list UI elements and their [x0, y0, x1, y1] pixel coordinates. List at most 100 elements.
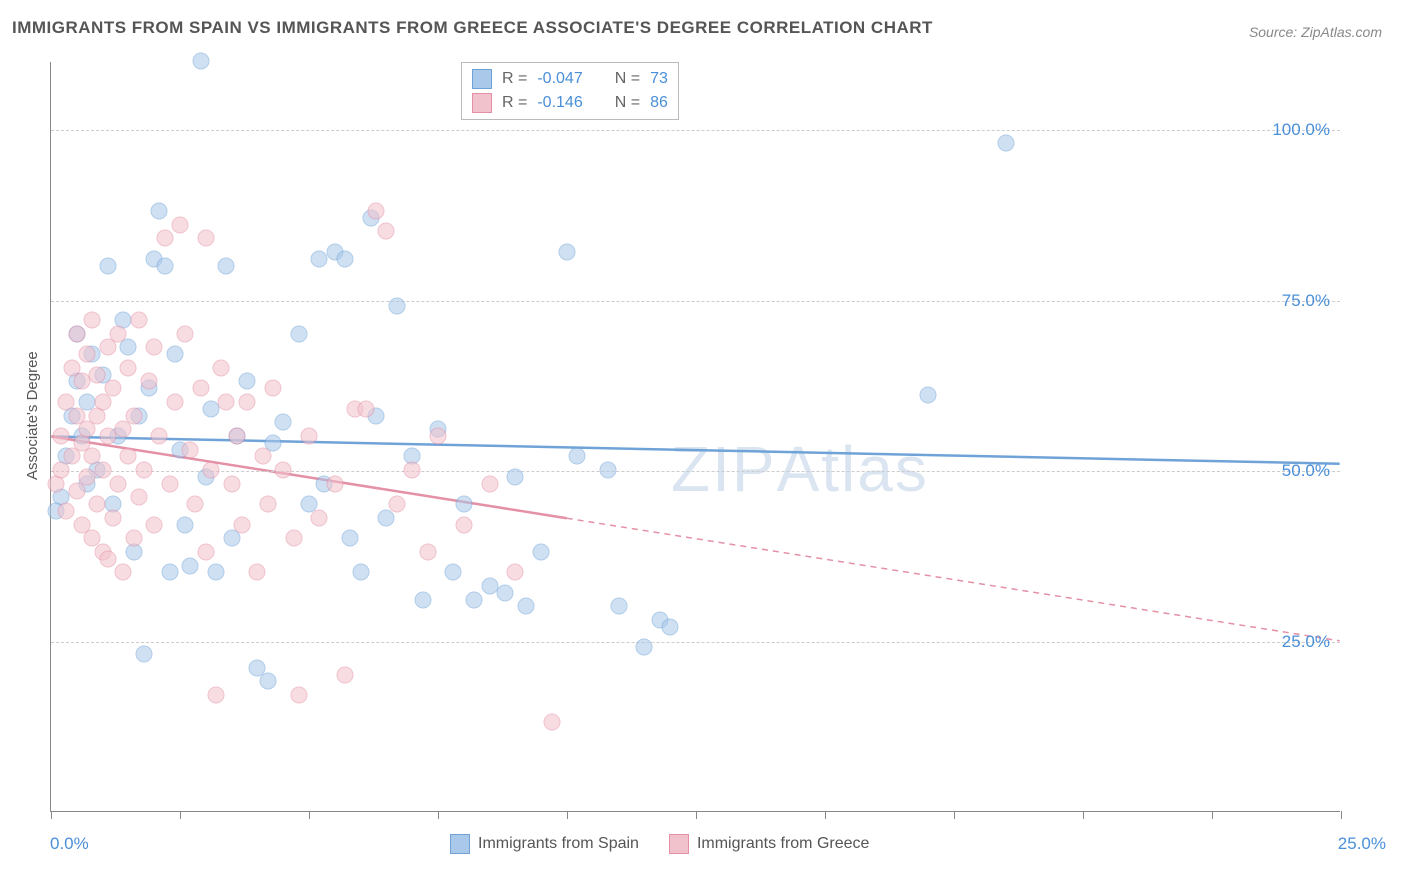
legend-stats: R =-0.047N =73R =-0.146N =86 — [461, 62, 679, 120]
data-point — [259, 673, 276, 690]
data-point — [275, 462, 292, 479]
data-point — [135, 462, 152, 479]
r-value: -0.146 — [537, 94, 582, 112]
data-point — [259, 496, 276, 513]
x-tick-mark — [1212, 811, 1213, 819]
data-point — [166, 346, 183, 363]
data-point — [99, 428, 116, 445]
data-point — [177, 325, 194, 342]
data-point — [197, 230, 214, 247]
source-label: Source: — [1249, 24, 1297, 40]
data-point — [53, 428, 70, 445]
data-point — [130, 489, 147, 506]
data-point — [58, 503, 75, 520]
data-point — [481, 578, 498, 595]
chart-title: IMMIGRANTS FROM SPAIN VS IMMIGRANTS FROM… — [12, 18, 933, 38]
data-point — [239, 373, 256, 390]
source-value: ZipAtlas.com — [1301, 24, 1382, 40]
data-point — [202, 462, 219, 479]
r-label: R = — [502, 70, 527, 88]
y-tick-label: 100.0% — [1272, 120, 1330, 140]
legend-swatch — [472, 93, 492, 113]
n-label: N = — [615, 70, 640, 88]
data-point — [368, 203, 385, 220]
data-point — [120, 359, 137, 376]
gridline — [51, 642, 1340, 643]
data-point — [311, 509, 328, 526]
data-point — [89, 366, 106, 383]
data-point — [99, 257, 116, 274]
n-value: 73 — [650, 70, 668, 88]
data-point — [285, 530, 302, 547]
data-point — [208, 564, 225, 581]
data-point — [388, 496, 405, 513]
data-point — [357, 400, 374, 417]
data-point — [79, 346, 96, 363]
x-axis-origin-label: 0.0% — [50, 834, 89, 854]
legend-swatch — [669, 834, 689, 854]
data-point — [68, 325, 85, 342]
y-axis-label: Associate's Degree — [24, 351, 41, 480]
data-point — [610, 598, 627, 615]
data-point — [192, 380, 209, 397]
data-point — [110, 475, 127, 492]
data-point — [455, 516, 472, 533]
data-point — [110, 325, 127, 342]
data-point — [507, 564, 524, 581]
r-label: R = — [502, 94, 527, 112]
data-point — [208, 687, 225, 704]
x-tick-mark — [825, 811, 826, 819]
data-point — [301, 428, 318, 445]
x-tick-mark — [309, 811, 310, 819]
data-point — [182, 441, 199, 458]
data-point — [290, 325, 307, 342]
data-point — [249, 564, 266, 581]
data-point — [79, 468, 96, 485]
data-point — [507, 468, 524, 485]
data-point — [997, 134, 1014, 151]
legend-series-label: Immigrants from Greece — [697, 835, 869, 853]
legend-series-item: Immigrants from Greece — [669, 834, 869, 854]
data-point — [84, 312, 101, 329]
data-point — [600, 462, 617, 479]
trend-line-dashed — [567, 518, 1340, 641]
data-point — [481, 475, 498, 492]
y-tick-label: 25.0% — [1282, 632, 1330, 652]
data-point — [352, 564, 369, 581]
data-point — [94, 462, 111, 479]
watermark-bold: ZIP — [671, 433, 777, 505]
x-tick-mark — [180, 811, 181, 819]
data-point — [218, 257, 235, 274]
legend-series-label: Immigrants from Spain — [478, 835, 639, 853]
data-point — [311, 250, 328, 267]
n-label: N = — [615, 94, 640, 112]
data-point — [920, 387, 937, 404]
data-point — [569, 448, 586, 465]
data-point — [192, 53, 209, 70]
data-point — [73, 373, 90, 390]
legend-swatch — [472, 69, 492, 89]
data-point — [141, 373, 158, 390]
data-point — [166, 393, 183, 410]
data-point — [543, 714, 560, 731]
data-point — [151, 428, 168, 445]
data-point — [414, 591, 431, 608]
data-point — [326, 475, 343, 492]
data-point — [254, 448, 271, 465]
data-point — [197, 543, 214, 560]
data-point — [120, 339, 137, 356]
data-point — [146, 339, 163, 356]
y-tick-label: 50.0% — [1282, 461, 1330, 481]
data-point — [275, 414, 292, 431]
data-point — [161, 564, 178, 581]
data-point — [337, 666, 354, 683]
gridline — [51, 130, 1340, 131]
gridline — [51, 301, 1340, 302]
data-point — [223, 475, 240, 492]
data-point — [455, 496, 472, 513]
y-tick-label: 75.0% — [1282, 291, 1330, 311]
data-point — [115, 564, 132, 581]
data-point — [517, 598, 534, 615]
n-value: 86 — [650, 94, 668, 112]
data-point — [177, 516, 194, 533]
